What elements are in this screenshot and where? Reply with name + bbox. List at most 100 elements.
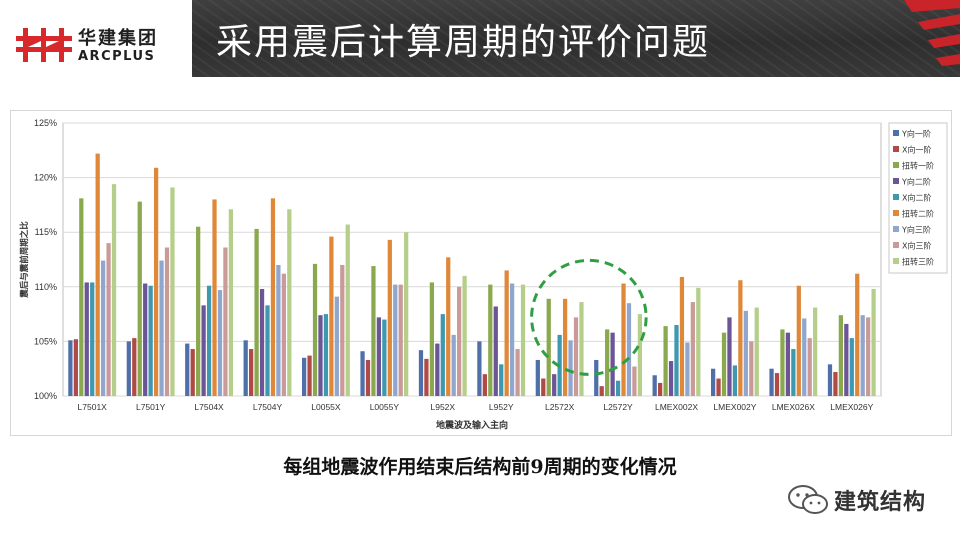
red-stripes-decoration-icon (904, 0, 960, 66)
bar (860, 315, 865, 396)
legend-swatch (893, 210, 899, 216)
bar (658, 382, 663, 396)
bar (769, 368, 774, 396)
bar (301, 357, 307, 396)
legend-label: 扭转三阶 (902, 257, 934, 267)
bar (79, 198, 84, 396)
bar (855, 273, 860, 396)
legend-label: 扭转二阶 (902, 209, 934, 219)
bar (754, 307, 759, 396)
bar (573, 317, 579, 396)
bar (153, 167, 159, 396)
x-tick-label: L7501X (78, 402, 108, 412)
bar (732, 365, 738, 396)
bar (281, 273, 286, 396)
x-tick-label: L952X (430, 402, 455, 412)
bar (371, 266, 376, 396)
bar (838, 315, 843, 396)
bar (535, 359, 540, 396)
bar (223, 247, 228, 396)
bar (254, 228, 259, 396)
bar (170, 187, 175, 396)
bar (137, 201, 142, 396)
legend-swatch (893, 146, 899, 152)
bar (488, 284, 493, 396)
bar (228, 209, 234, 396)
bar (802, 318, 807, 396)
bar (84, 282, 89, 396)
bar (663, 326, 668, 396)
bar (323, 314, 329, 396)
bar (621, 283, 626, 396)
bar (562, 298, 568, 396)
bar (774, 373, 780, 396)
legend-label: X向二阶 (902, 193, 931, 203)
bar (164, 247, 170, 396)
bar (398, 284, 403, 396)
bar (68, 340, 73, 396)
bar (100, 260, 106, 396)
bar (312, 263, 318, 396)
bar (827, 364, 833, 396)
x-tick-label: L952Y (489, 402, 514, 412)
y-tick-label: 120% (34, 173, 57, 183)
bar (515, 349, 520, 396)
bar (690, 302, 695, 396)
y-tick-label: 115% (35, 227, 57, 237)
bar (721, 332, 727, 396)
bar (259, 288, 265, 396)
bar (499, 364, 504, 396)
bar (844, 323, 849, 396)
bar (376, 317, 382, 396)
bar (382, 319, 387, 396)
watermark-text: 建筑结构 (834, 490, 927, 515)
bar (435, 343, 440, 396)
bar (482, 374, 487, 396)
bar (270, 198, 276, 396)
y-tick-label: 125% (34, 118, 57, 128)
bar (111, 184, 117, 396)
bar (541, 378, 546, 396)
bar (440, 314, 445, 396)
bar (807, 338, 812, 396)
bar (143, 283, 148, 396)
logo: 华建集团 ARCPLUS (0, 0, 192, 77)
bar (710, 368, 716, 396)
bar (276, 264, 281, 396)
y-tick-label: 100% (34, 391, 57, 401)
chart-caption: 每组地震波作用结束后结构前9周期的变化情况 (283, 456, 677, 478)
bar (418, 350, 424, 396)
x-tick-label: L7504Y (253, 402, 283, 412)
bar (791, 349, 796, 396)
bar (610, 332, 615, 396)
bar (615, 380, 621, 396)
bar (185, 343, 190, 396)
bar (126, 341, 131, 396)
slide-title: 采用震后计算周期的评价问题 (216, 22, 711, 63)
bar (727, 317, 732, 396)
bar (404, 232, 409, 396)
x-tick-label: L2572Y (603, 402, 633, 412)
bar (95, 153, 100, 396)
bar (493, 306, 498, 396)
x-tick-label: LMEX002X (655, 402, 698, 412)
bar (287, 209, 292, 396)
bar (696, 287, 701, 396)
wechat-icon (788, 485, 828, 514)
bar (243, 340, 248, 396)
x-tick-label: LMEX026X (772, 402, 815, 412)
bar (206, 285, 212, 396)
bar-chart: 100% 105% 110% 115% 120% 125% L7501X L7501Y L750… (19, 118, 948, 431)
bar (849, 338, 854, 396)
bar (509, 283, 515, 396)
title-bar: 采用震后计算周期的评价问题 (192, 0, 960, 77)
bar (159, 260, 164, 396)
bar (520, 284, 526, 396)
x-axis-title: 地震波及输入主向 (436, 419, 508, 431)
chart-frame: 100% 105% 110% 115% 120% 125% L7501X L7501Y L750… (10, 110, 952, 436)
bar (568, 340, 573, 396)
bar (637, 314, 643, 396)
bar (132, 338, 137, 396)
legend-swatch (893, 162, 899, 168)
bar (599, 386, 604, 396)
